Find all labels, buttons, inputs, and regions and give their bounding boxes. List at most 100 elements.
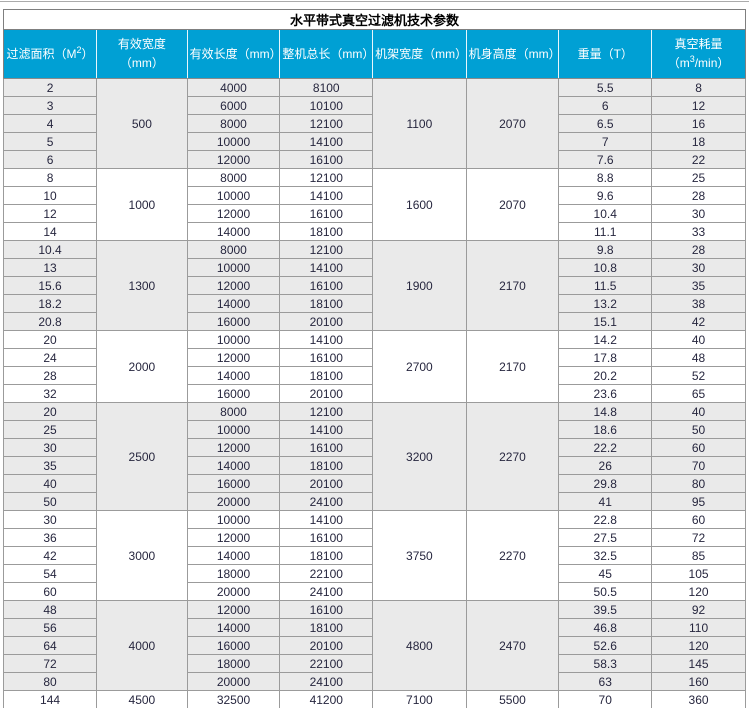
cell-weight: 5.5 [558,78,653,97]
cell-effective-length: 12000 [186,528,281,547]
cell-total-length: 20100 [279,312,374,331]
cell-weight: 45 [558,564,653,583]
cell-vacuum-consumption: 48 [651,348,746,367]
spec-row: 48 4000 12000 16100 4800 2470 39.5 92 [2,600,746,691]
spec-row: 50 20000 24100 41 95 [2,492,746,511]
cell-effective-length: 14000 [186,294,281,313]
cell-effective-width: 1000 [96,168,188,241]
cell-weight: 29.8 [558,474,653,493]
cell-filter-area: 13 [2,258,98,277]
cell-vacuum-consumption: 72 [651,528,746,547]
cell-vacuum-consumption: 40 [651,330,746,349]
spec-row: 64 16000 20100 52.6 120 [2,636,746,655]
cell-effective-length: 10000 [186,510,281,529]
cell-vacuum-consumption: 12 [651,96,746,115]
cell-effective-width: 4500 [96,690,188,708]
cell-vacuum-consumption: 30 [651,204,746,223]
cell-total-length: 16100 [279,204,374,223]
cell-effective-length: 16000 [186,312,281,331]
cell-frame-width: 7100 [372,690,467,708]
cell-frame-width: 4800 [372,600,467,691]
cell-frame-width: 2700 [372,330,467,403]
cell-effective-length: 8000 [186,240,281,259]
spec-row: 20 2500 8000 12100 3200 2270 14.8 40 [2,402,746,511]
spec-row: 15.6 12000 16100 11.5 35 [2,276,746,295]
cell-weight: 32.5 [558,546,653,565]
cell-effective-length: 18000 [186,654,281,673]
cell-weight: 41 [558,492,653,511]
cell-effective-length: 6000 [186,96,281,115]
cell-vacuum-consumption: 145 [651,654,746,673]
cell-filter-area: 20.8 [2,312,98,331]
cell-total-length: 20100 [279,384,374,403]
cell-vacuum-consumption: 28 [651,240,746,259]
cell-weight: 18.6 [558,420,653,439]
cell-filter-area: 72 [2,654,98,673]
cell-vacuum-consumption: 16 [651,114,746,133]
cell-vacuum-consumption: 30 [651,258,746,277]
cell-effective-width: 4000 [96,600,188,691]
cell-body-height: 2470 [465,600,560,691]
cell-filter-area: 40 [2,474,98,493]
cell-total-length: 10100 [279,96,374,115]
cell-total-length: 22100 [279,564,374,583]
cell-weight: 26 [558,456,653,475]
cell-vacuum-consumption: 120 [651,582,746,601]
cell-weight: 58.3 [558,654,653,673]
spec-table-body: 2 500 4000 8100 1100 2070 5.5 8 3 6000 10100 6 12 4 80… [2,78,746,708]
cell-weight: 9.6 [558,186,653,205]
cell-body-height: 2170 [465,240,560,331]
spec-row: 32 16000 20100 23.6 65 [2,384,746,403]
cell-weight: 22.2 [558,438,653,457]
cell-effective-length: 16000 [186,384,281,403]
col-header-effective-width: 有效宽度（mm） [96,29,188,79]
cell-body-height: 2270 [465,510,560,601]
cell-weight: 15.1 [558,312,653,331]
cell-effective-length: 14000 [186,222,281,241]
cell-effective-length: 12000 [186,150,281,169]
cell-vacuum-consumption: 28 [651,186,746,205]
cell-total-length: 16100 [279,600,374,619]
cell-total-length: 20100 [279,636,374,655]
spec-row: 42 14000 18100 32.5 85 [2,546,746,565]
header-row: 过滤面积（M2） 有效宽度（mm） 有效长度（mm） 整机总长（mm） 机架宽度… [2,29,746,79]
cell-total-length: 24100 [279,582,374,601]
spec-row: 144 4500 32500 41200 7100 5500 70 360 [2,690,746,708]
cell-weight: 13.2 [558,294,653,313]
cell-vacuum-consumption: 8 [651,78,746,97]
cell-vacuum-consumption: 70 [651,456,746,475]
cell-body-height: 2270 [465,402,560,511]
cell-vacuum-consumption: 85 [651,546,746,565]
header-text: 有效宽度（mm） [117,37,166,70]
cell-vacuum-consumption: 35 [651,276,746,295]
cell-frame-width: 1900 [372,240,467,331]
cell-filter-area: 8 [2,168,98,187]
spec-row: 56 14000 18100 46.8 110 [2,618,746,637]
cell-frame-width: 3200 [372,402,467,511]
cell-total-length: 18100 [279,618,374,637]
cell-effective-length: 14000 [186,456,281,475]
cell-vacuum-consumption: 33 [651,222,746,241]
cell-total-length: 20100 [279,474,374,493]
cell-effective-length: 8000 [186,402,281,421]
cell-effective-width: 3000 [96,510,188,601]
cell-effective-length: 32500 [186,690,281,708]
col-header-effective-length: 有效长度（mm） [186,29,281,79]
cell-filter-area: 24 [2,348,98,367]
spec-row: 12 12000 16100 10.4 30 [2,204,746,223]
col-header-frame-width: 机架宽度（mm） [372,29,467,79]
header-text: /min） [694,56,730,70]
cell-weight: 10.8 [558,258,653,277]
top-divider [0,1,749,2]
spec-row: 72 18000 22100 58.3 145 [2,654,746,673]
cell-filter-area: 50 [2,492,98,511]
cell-total-length: 12100 [279,114,374,133]
cell-vacuum-consumption: 50 [651,420,746,439]
cell-filter-area: 2 [2,78,98,97]
spec-row: 2 500 4000 8100 1100 2070 5.5 8 [2,78,746,169]
cell-vacuum-consumption: 18 [651,132,746,151]
cell-frame-width: 1100 [372,78,467,169]
cell-total-length: 41200 [279,690,374,708]
cell-total-length: 12100 [279,168,374,187]
